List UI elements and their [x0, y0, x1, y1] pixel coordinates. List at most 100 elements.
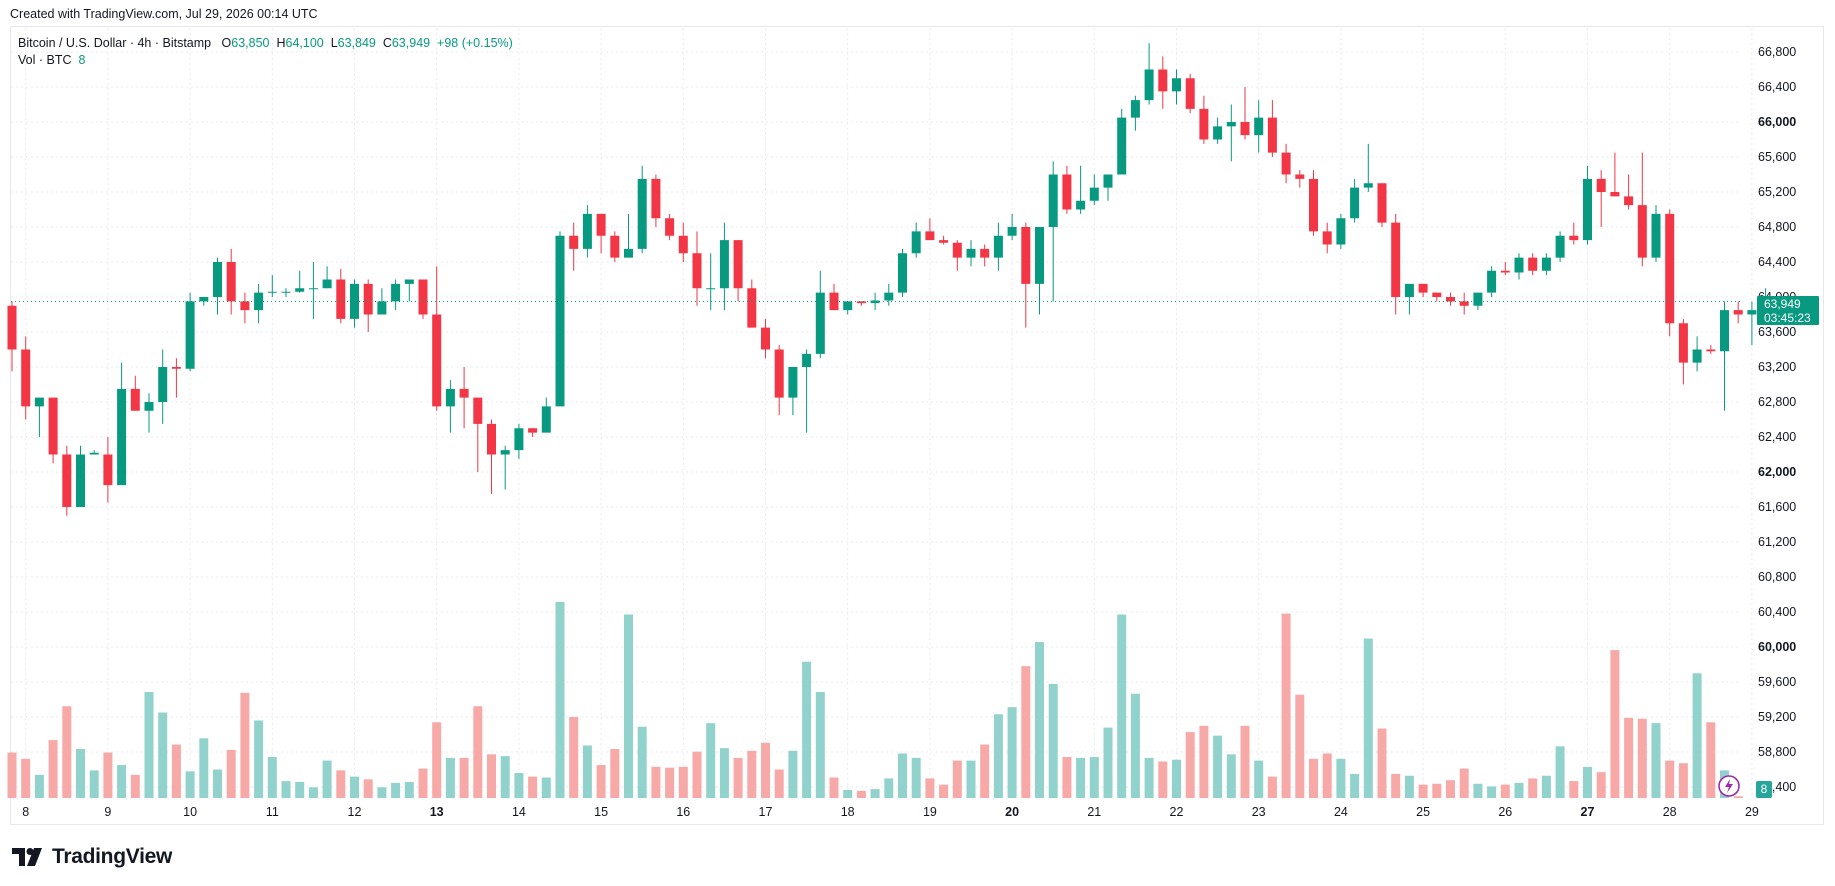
lightning-icon[interactable] — [1716, 773, 1742, 799]
candle-body — [322, 279, 332, 289]
volume-bar — [761, 742, 770, 798]
volume-bar — [692, 751, 702, 798]
volume-bar — [1651, 723, 1661, 798]
time-tick-label: 28 — [1663, 805, 1677, 819]
price-tick-label: 66,000 — [1758, 115, 1796, 129]
legend-ohlc-row: Bitcoin / U.S. Dollar · 4h · Bitstamp O6… — [18, 35, 513, 52]
volume-bar — [1500, 784, 1510, 798]
time-tick-label: 26 — [1498, 805, 1512, 819]
volume-bar — [254, 720, 264, 798]
price-axis: 66,800 66,400 66,000 65,600 65,200 64,800 64,4… — [1758, 45, 1796, 794]
chart-frame[interactable] — [10, 26, 1824, 825]
time-tick-label: 14 — [512, 805, 526, 819]
price-tick-label: 60,000 — [1758, 640, 1796, 654]
volume-bar — [1048, 683, 1058, 798]
candle-body — [404, 279, 414, 284]
candle-body — [610, 235, 620, 258]
candle-body — [1569, 235, 1579, 241]
volume-bar — [48, 740, 58, 798]
price-tick-label: 58,800 — [1758, 745, 1796, 759]
volume-bar — [980, 744, 990, 798]
candle-body — [952, 242, 962, 258]
tradingview-logo-text: TradingView — [52, 845, 173, 868]
price-tick-label: 66,400 — [1758, 80, 1796, 94]
candle-body — [213, 262, 222, 297]
volume-bar — [1432, 783, 1442, 798]
time-tick-label: 25 — [1416, 805, 1430, 819]
volume-bar — [733, 757, 743, 798]
time-tick-label: 9 — [104, 805, 111, 819]
volume-bar — [158, 712, 168, 798]
candle-body — [103, 454, 113, 486]
candle-body — [665, 218, 675, 236]
price-tick-label: 62,400 — [1758, 430, 1796, 444]
volume-bar — [1144, 757, 1154, 798]
candle-body — [761, 327, 770, 350]
volume-bar — [829, 777, 839, 798]
legend-high-value: 64,100 — [285, 36, 324, 50]
volume-bar — [267, 757, 277, 798]
volume-bar — [1459, 768, 1469, 798]
price-tick-label: 61,200 — [1758, 535, 1796, 549]
volume-bar — [1678, 763, 1688, 798]
legend-close-value: 63,949 — [391, 36, 431, 50]
candle-body — [130, 388, 140, 411]
candle-body — [528, 428, 538, 433]
volume-bar — [856, 790, 866, 798]
candle-body — [21, 349, 31, 407]
volume-bar — [1692, 673, 1702, 798]
volume-bar — [514, 773, 524, 798]
candle-body — [1459, 301, 1469, 306]
volume-bar — [569, 716, 579, 798]
volume-bar — [1377, 728, 1387, 798]
price-tick-label: 64,400 — [1758, 255, 1796, 269]
volume-bars — [7, 602, 1743, 798]
candle-body — [1158, 69, 1168, 92]
candle-body — [1583, 178, 1592, 241]
volume-bar — [226, 749, 236, 798]
candle-body — [308, 288, 318, 290]
volume-bar — [1254, 760, 1264, 798]
candle-body — [747, 288, 757, 328]
candle-body — [1185, 78, 1195, 109]
tradingview-logo[interactable]: TradingView — [12, 845, 172, 869]
volume-bar — [1185, 732, 1195, 798]
volume-bar — [541, 777, 551, 798]
candle-body — [226, 262, 236, 302]
candle-body — [541, 406, 551, 433]
volume-bar — [404, 781, 414, 798]
volume-bar — [1117, 614, 1127, 798]
candle-body — [418, 279, 428, 315]
volume-bar — [1267, 776, 1277, 798]
candle-body — [1007, 227, 1017, 236]
volume-bar — [1418, 784, 1428, 798]
volume-bar — [281, 781, 291, 798]
volume-bar — [815, 691, 825, 798]
candle-body — [295, 288, 305, 292]
legend-volume-row: Vol · BTC 8 — [18, 52, 513, 69]
candle-body — [555, 235, 565, 407]
price-tick-label: 62,000 — [1758, 465, 1796, 479]
candle-body — [1678, 323, 1688, 363]
legend-low-value: 63,849 — [337, 36, 376, 50]
volume-bar — [747, 750, 757, 798]
volume-bar — [911, 757, 921, 798]
candle-body — [363, 283, 373, 315]
candle-body — [1062, 174, 1072, 210]
candle-body — [1363, 183, 1373, 188]
legend-change: +98 (+0.15%) — [437, 36, 513, 50]
volume-bar — [34, 774, 44, 798]
volume-bar — [487, 754, 496, 798]
candle-body — [514, 428, 524, 451]
time-tick-label: 20 — [1005, 805, 1019, 819]
candle-body — [1295, 174, 1305, 179]
candle-body — [1541, 257, 1551, 271]
volume-bar — [1473, 783, 1483, 798]
price-tick-label: 65,200 — [1758, 185, 1796, 199]
candle-body — [1446, 297, 1455, 302]
time-tick-label: 10 — [183, 805, 197, 819]
time-tick-label: 27 — [1581, 805, 1595, 819]
price-tick-label: 62,800 — [1758, 395, 1796, 409]
candle-body — [1240, 122, 1250, 136]
